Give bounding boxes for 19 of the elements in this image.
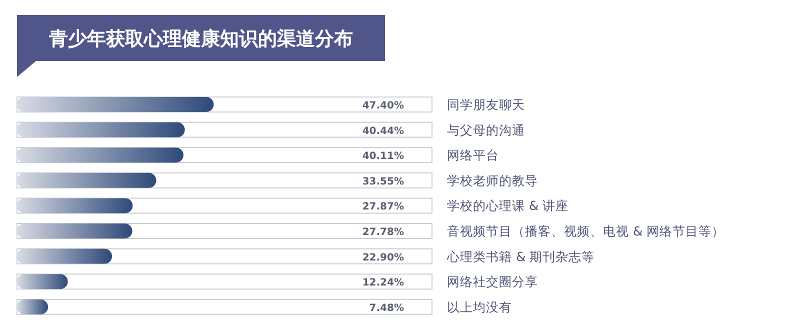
data-label: 27.78% <box>362 227 404 238</box>
data-label: 47.40% <box>362 100 404 112</box>
y-tick-label: 同学朋友聊天 <box>447 97 525 112</box>
y-tick-label: 以上均没有 <box>447 299 512 314</box>
chart-title: 青少年获取心理健康知识的渠道分布 <box>48 28 353 50</box>
y-tick-label: 学校的心理课 & 讲座 <box>447 198 569 214</box>
y-tick-label: 音视频节目（播客、视频、电视 & 网络节目等） <box>447 224 725 238</box>
data-label: 40.11% <box>362 151 404 162</box>
data-label: 40.44% <box>362 126 404 137</box>
y-tick-label: 与父母的沟通 <box>447 122 525 138</box>
data-label: 33.55% <box>362 176 404 188</box>
data-label: 22.90% <box>362 252 404 264</box>
y-tick-label: 心理类书籍 & 期刊杂志等 <box>446 248 595 264</box>
data-label: 12.24% <box>362 278 404 289</box>
y-tick-label: 网络平台 <box>447 148 499 163</box>
y-tick-label: 学校老师的教导 <box>447 172 538 188</box>
data-label: 7.48% <box>369 302 404 314</box>
y-tick-label: 网络社交圈分享 <box>447 274 538 290</box>
data-label: 27.87% <box>362 202 404 213</box>
